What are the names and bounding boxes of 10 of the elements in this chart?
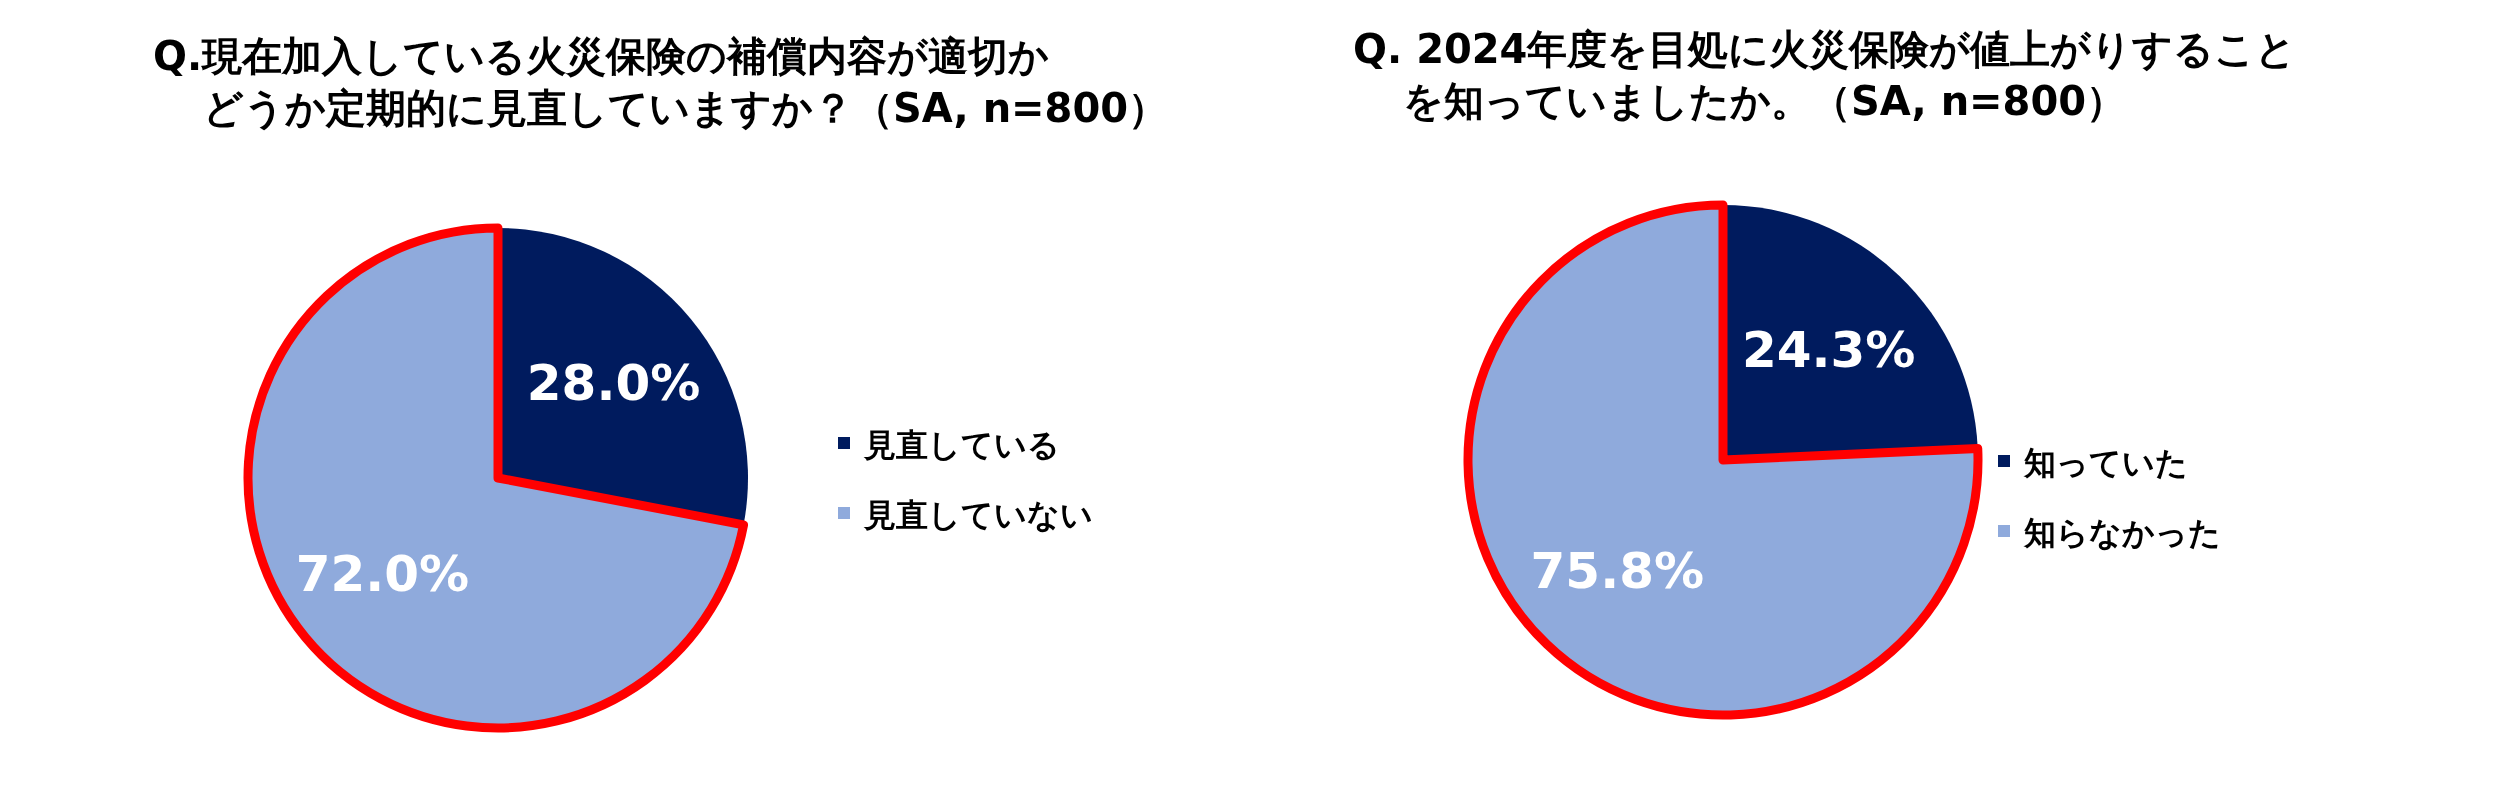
legend-label: 知らなかった bbox=[2023, 514, 2221, 553]
legend-label: 見直している bbox=[863, 426, 1060, 465]
data-label: 28.0% bbox=[526, 353, 701, 412]
chart-title: Q.現在加入している火災保険の補償内容が適切かどうか定期的に見直していますか？（SA, n=800） bbox=[153, 33, 1169, 131]
chart-title: Q. 2024年度を目処に火災保険が値上がりすることを知っていましたか。（SA, n=800） bbox=[1353, 26, 2297, 124]
legend-label: 知っていた bbox=[2023, 444, 2188, 483]
data-label: 75.8% bbox=[1530, 542, 1705, 601]
legend-label: 見直していない bbox=[863, 496, 1093, 535]
data-label: 24.3% bbox=[1741, 320, 1916, 379]
data-label: 72.0% bbox=[295, 545, 470, 604]
